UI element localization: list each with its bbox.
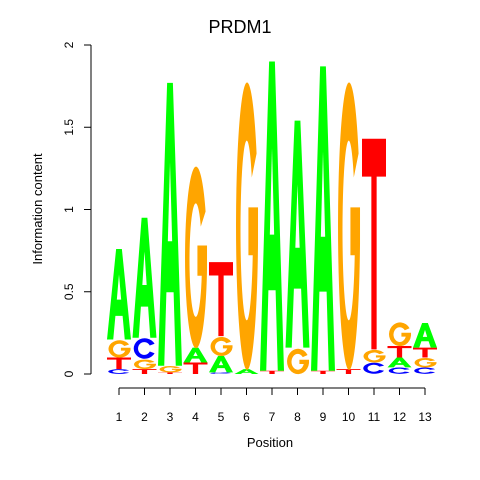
logo-letter-g-pos-11 <box>363 349 386 363</box>
x-tick-label: 7 <box>269 410 276 424</box>
logo-letter-t-pos-7 <box>260 370 284 374</box>
logo-letter-g-pos-12 <box>389 322 412 347</box>
logo-letter-t-pos-2 <box>132 369 157 374</box>
logo-letter-t-pos-12 <box>387 346 412 358</box>
logo-letter-g-pos-8 <box>287 348 310 375</box>
logo-letter-a-pos-4 <box>183 347 208 363</box>
logo-letter-g-pos-3 <box>159 366 182 373</box>
x-tick-label: 8 <box>294 410 301 424</box>
y-axis: 0 0.5 1 1.5 2 <box>62 41 92 377</box>
logo-letter-a-pos-13 <box>413 323 437 348</box>
logo-letter-c-pos-12 <box>388 367 410 374</box>
logo-letter-t-pos-9 <box>311 370 335 374</box>
logo-letter-g-pos-5 <box>210 337 233 356</box>
y-tick-label: 2 <box>62 41 76 48</box>
logo-letter-a-pos-12 <box>387 357 412 368</box>
x-axis: 1 2 3 4 5 6 7 8 9 10 11 12 13 <box>116 387 432 424</box>
logo-letter-a-pos-6 <box>234 369 259 374</box>
logo-letter-c-pos-1 <box>108 369 130 374</box>
logo-letter-a-pos-3 <box>158 82 182 366</box>
x-tick-label: 2 <box>141 410 148 424</box>
x-tick-label: 13 <box>418 410 432 424</box>
logo-letter-t-pos-5 <box>209 262 233 337</box>
logo-letter-c-pos-5 <box>210 372 232 374</box>
logo-letter-t-pos-10 <box>336 369 361 374</box>
x-tick-label: 3 <box>167 410 174 424</box>
x-tick-label: 5 <box>218 410 225 424</box>
x-tick-label: 4 <box>192 410 199 424</box>
chart-title: PRDM1 <box>208 17 271 37</box>
y-tick-label: 0 <box>62 370 76 377</box>
y-tick-label: 1 <box>62 206 76 213</box>
logo-letter-g-pos-1 <box>108 340 131 358</box>
y-tick-label: 0.5 <box>62 283 76 300</box>
logo-letter-c-pos-13 <box>414 367 436 374</box>
x-tick-label: 12 <box>393 410 407 424</box>
logo-letter-t-pos-4 <box>183 362 208 374</box>
logo-letter-a-pos-2 <box>132 217 157 338</box>
y-axis-label: Information content <box>30 153 45 265</box>
logo-letter-t-pos-13 <box>413 347 437 358</box>
x-tick-label: 9 <box>320 410 327 424</box>
logo-letter-a-pos-5 <box>209 355 233 373</box>
logo-letter-c-pos-11 <box>363 362 385 374</box>
logo-stacks <box>107 61 437 375</box>
logo-letter-t-pos-1 <box>107 357 131 370</box>
x-tick-label: 1 <box>116 410 123 424</box>
logo-letter-c-pos-2 <box>133 338 155 359</box>
logo-letter-g-pos-10 <box>338 82 361 370</box>
logo-letter-g-pos-4 <box>185 166 208 349</box>
logo-letter-t-pos-11 <box>362 138 386 350</box>
x-tick-label: 6 <box>243 410 250 424</box>
logo-letter-g-pos-6 <box>236 82 259 370</box>
logo-letter-a-pos-7 <box>260 61 284 371</box>
logo-letter-a-pos-8 <box>285 120 310 348</box>
logo-letter-g-pos-2 <box>134 359 157 370</box>
y-tick-label: 1.5 <box>62 119 76 136</box>
x-axis-label: Position <box>247 435 293 450</box>
logo-letter-g-pos-13 <box>414 357 437 368</box>
x-tick-label: 11 <box>368 410 381 424</box>
logo-letter-a-pos-1 <box>107 248 131 340</box>
logo-letter-t-pos-3 <box>158 372 182 374</box>
logo-letter-a-pos-9 <box>311 66 335 371</box>
x-tick-label: 10 <box>342 410 356 424</box>
